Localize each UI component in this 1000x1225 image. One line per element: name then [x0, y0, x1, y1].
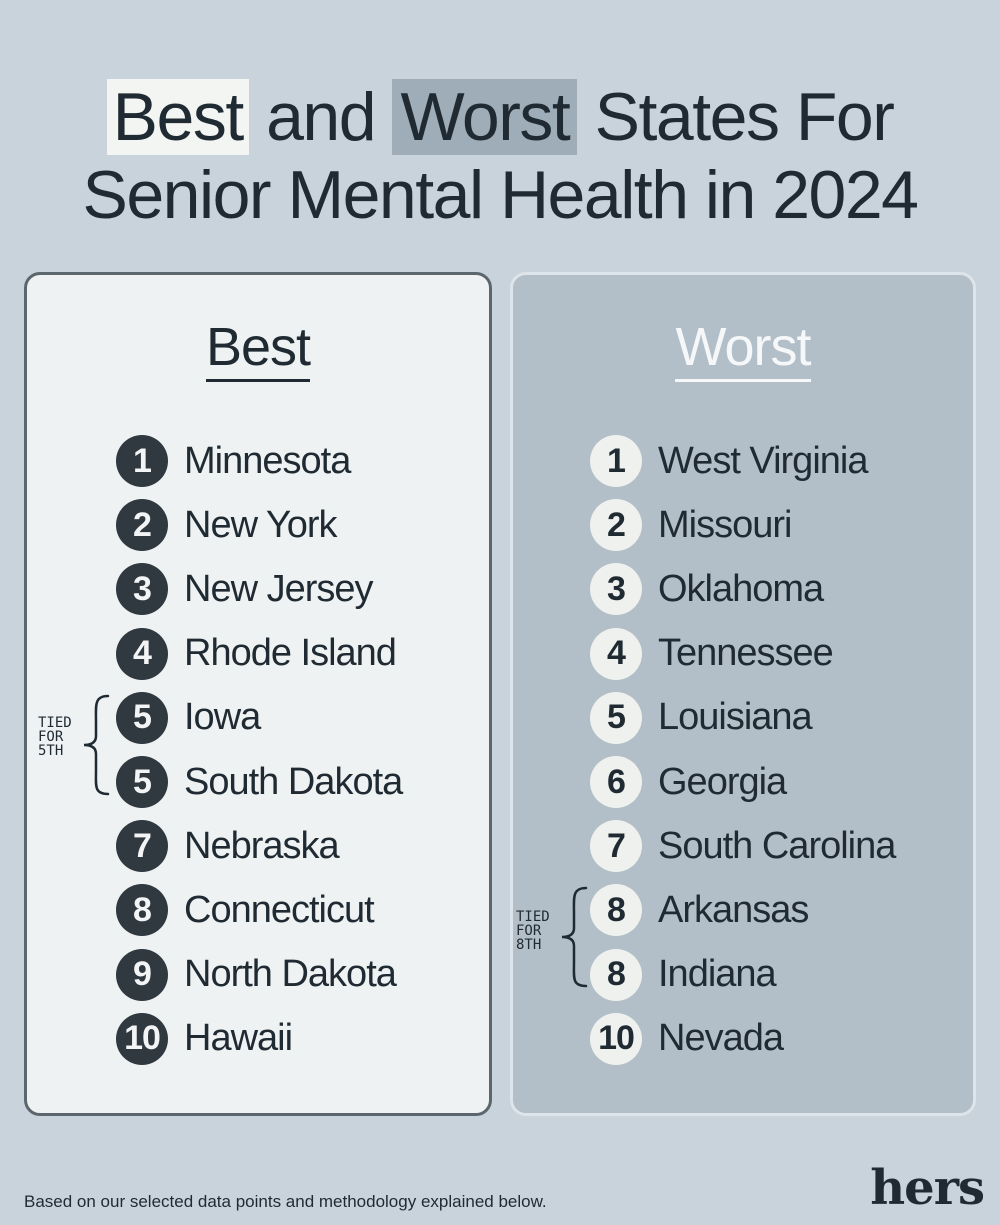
best-tie-brace — [83, 694, 110, 796]
rank-badge: 7 — [590, 820, 642, 873]
state-name: Connecticut — [184, 888, 375, 931]
rank-badge: 8 — [116, 884, 168, 937]
state-name: Nevada — [658, 1017, 784, 1060]
tie-note-line: 5TH — [38, 743, 64, 759]
best-panel: Best 1 Minnesota 2 New York 3 New Jersey 4 Rhod… — [24, 272, 492, 1116]
tie-note-line: FOR — [38, 729, 64, 745]
state-name: Missouri — [658, 503, 792, 546]
tie-note-line: TIED — [516, 909, 550, 925]
list-item: 8 Arkansas — [590, 884, 809, 937]
state-name: Indiana — [658, 953, 777, 996]
title-and: and — [248, 79, 393, 155]
state-name: Hawaii — [184, 1017, 293, 1060]
rank-badge: 4 — [590, 627, 642, 680]
state-name: South Carolina — [658, 824, 896, 867]
state-name: New York — [184, 503, 338, 546]
tie-note-line: TIED — [38, 715, 72, 731]
list-item: 10 Hawaii — [116, 1012, 293, 1065]
rank-badge: 1 — [116, 435, 168, 487]
tie-note-line: FOR — [516, 923, 542, 939]
footnote: Based on our selected data points and me… — [24, 1192, 547, 1211]
list-item: 8 Indiana — [590, 948, 777, 1001]
title-line-2: Senior Mental Health in 2024 — [82, 157, 920, 233]
list-item: 4 Rhode Island — [116, 627, 397, 680]
best-heading-text: Best — [205, 317, 311, 382]
worst-tie-brace — [561, 886, 588, 988]
rank-badge: 5 — [116, 756, 168, 808]
title-line-1: Best and Worst States For — [0, 78, 1000, 156]
best-tie-note: TIED FOR 5TH — [38, 716, 72, 758]
rank-badge: 3 — [116, 563, 168, 616]
list-item: 5 Louisiana — [590, 691, 813, 744]
state-name: Arkansas — [658, 888, 809, 931]
worst-tie-note: TIED FOR 8TH — [516, 910, 550, 952]
state-name: Tennessee — [658, 632, 834, 675]
list-item: 1 West Virginia — [590, 435, 868, 487]
state-name: Georgia — [658, 760, 787, 803]
list-item: 7 Nebraska — [116, 820, 340, 873]
state-name: Rhode Island — [184, 632, 397, 675]
list-item: 5 Iowa — [116, 691, 261, 744]
rank-badge: 7 — [116, 820, 168, 873]
rank-badge: 2 — [116, 499, 168, 552]
state-name: Minnesota — [184, 439, 351, 482]
list-item: 3 Oklahoma — [590, 563, 824, 616]
list-item: 1 Minnesota — [116, 435, 351, 487]
tie-note-line: 8TH — [516, 937, 542, 953]
rank-badge: 10 — [116, 1012, 168, 1065]
worst-heading: Worst — [513, 317, 973, 382]
state-name: South Dakota — [184, 760, 403, 803]
worst-panel: Worst 1 West Virginia 2 Missouri 3 Oklahoma 4 T… — [510, 272, 976, 1116]
list-item: 3 New Jersey — [116, 563, 373, 616]
rank-badge: 8 — [590, 884, 642, 937]
state-name: Nebraska — [184, 824, 340, 867]
list-item: 10 Nevada — [590, 1012, 784, 1065]
state-name: New Jersey — [184, 567, 373, 610]
state-name: Iowa — [184, 696, 261, 739]
state-name: West Virginia — [658, 439, 868, 482]
title-best-highlight: Best — [106, 79, 249, 155]
title-rest: States For — [577, 79, 895, 155]
list-item: 6 Georgia — [590, 756, 787, 808]
list-item: 8 Connecticut — [116, 884, 375, 937]
list-item: 9 North Dakota — [116, 948, 397, 1001]
list-item: 4 Tennessee — [590, 627, 834, 680]
rank-badge: 5 — [590, 691, 642, 744]
rank-badge: 6 — [590, 756, 642, 808]
rank-badge: 4 — [116, 627, 168, 680]
rank-badge: 5 — [116, 691, 168, 744]
worst-heading-text: Worst — [675, 317, 812, 382]
list-item: 7 South Carolina — [590, 820, 896, 873]
rank-badge: 8 — [590, 948, 642, 1001]
list-item: 2 Missouri — [590, 499, 792, 552]
state-name: North Dakota — [184, 953, 397, 996]
state-name: Oklahoma — [658, 567, 824, 610]
rank-badge: 9 — [116, 948, 168, 1001]
rank-badge: 3 — [590, 563, 642, 616]
rank-badge: 2 — [590, 499, 642, 552]
best-heading: Best — [27, 317, 489, 382]
page-title: Best and Worst States For Senior Mental … — [0, 78, 1000, 234]
list-item: 2 New York — [116, 499, 338, 552]
rank-badge: 1 — [590, 435, 642, 487]
list-item: 5 South Dakota — [116, 756, 403, 808]
hers-logo: hers — [870, 1160, 985, 1216]
rank-badge: 10 — [590, 1012, 642, 1065]
title-worst-highlight: Worst — [392, 79, 578, 155]
state-name: Louisiana — [658, 696, 813, 739]
